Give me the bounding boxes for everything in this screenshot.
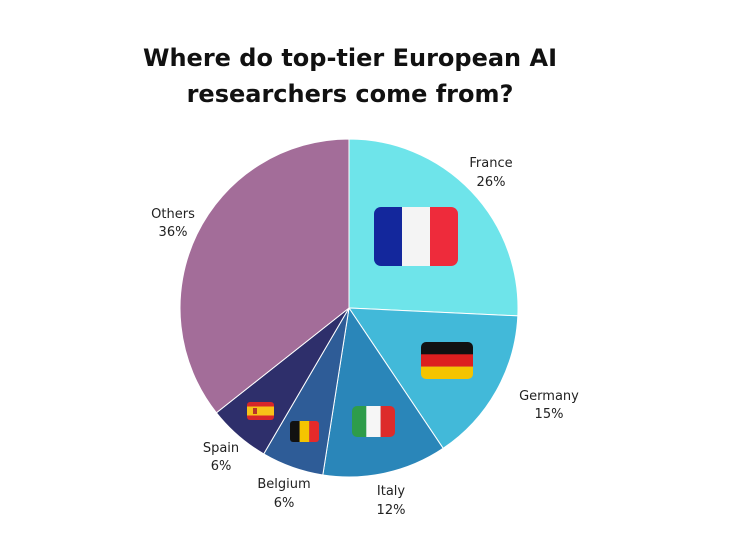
- label-spain-value: 6%: [211, 459, 232, 474]
- germany-flag-icon: [421, 342, 473, 379]
- label-others-value: 36%: [159, 225, 188, 240]
- chart-title: Where do top-tier European AI researcher…: [115, 40, 585, 112]
- label-belgium-name: Belgium: [257, 477, 310, 492]
- label-italy-name: Italy: [377, 484, 406, 499]
- label-france-value: 26%: [477, 175, 506, 190]
- belgium-flag-icon: [290, 421, 319, 442]
- label-france-name: France: [469, 156, 512, 171]
- label-germany-name: Germany: [519, 389, 579, 404]
- italy-flag-icon: [352, 406, 395, 437]
- pie-slice-others: [179, 138, 350, 414]
- label-italy-value: 12%: [377, 503, 406, 518]
- pie-slices: [179, 138, 519, 478]
- chart-title-line-1: Where do top-tier European AI: [143, 44, 557, 72]
- spain-flag-icon: [247, 402, 274, 420]
- label-others-name: Others: [151, 207, 195, 222]
- france-flag-icon: [374, 207, 458, 266]
- label-germany-value: 15%: [535, 407, 564, 422]
- chart-title-line-2: researchers come from?: [186, 80, 514, 108]
- label-spain-name: Spain: [203, 441, 239, 456]
- label-belgium-value: 6%: [274, 496, 295, 511]
